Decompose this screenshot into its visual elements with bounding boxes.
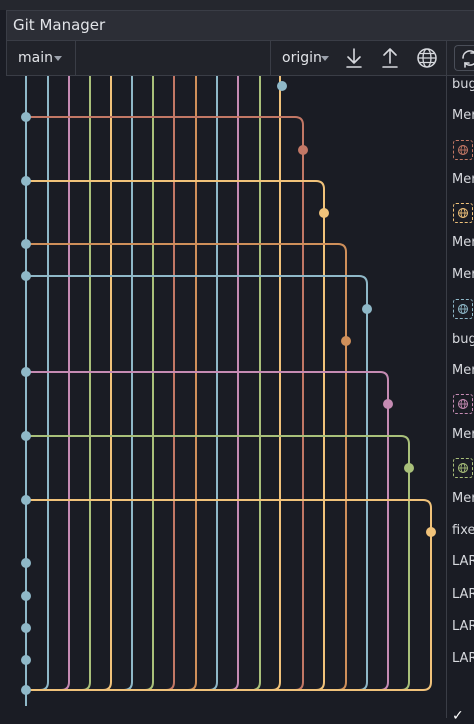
commit-message[interactable]: Merge <box>452 235 474 250</box>
commit-link-button[interactable] <box>453 140 473 160</box>
commit-message[interactable]: LAR <box>452 651 474 666</box>
commit-message[interactable]: Merge <box>452 427 474 442</box>
window-title: Git Manager <box>13 16 106 34</box>
chevron-down-icon <box>54 56 62 61</box>
merge-line <box>26 243 347 691</box>
commit-dot <box>298 145 308 155</box>
commit-dot <box>21 655 31 665</box>
commit-dot <box>277 81 287 91</box>
commit-dot <box>21 239 31 249</box>
title-bar: Git Manager <box>6 10 474 40</box>
push-button[interactable] <box>378 46 402 70</box>
fetch-button[interactable] <box>342 46 366 70</box>
commit-dot <box>21 112 31 122</box>
commit-dot <box>21 591 31 601</box>
commit-graph <box>21 76 436 706</box>
commit-message[interactable]: bugfix <box>452 332 474 347</box>
merge-line <box>26 499 432 691</box>
branch-dropdown-label: main <box>18 50 53 66</box>
chevron-down-icon <box>321 56 329 61</box>
branch-line <box>26 76 261 691</box>
commit-message[interactable]: fixed <box>452 523 474 538</box>
commit-dot <box>21 495 31 505</box>
commit-dot <box>362 304 372 314</box>
panel-divider <box>446 40 447 718</box>
commit-dot <box>426 527 436 537</box>
commit-message[interactable]: LAR <box>452 554 474 569</box>
globe-icon <box>458 304 468 314</box>
commit-dot <box>319 208 329 218</box>
commit-dot <box>21 176 31 186</box>
globe-icon <box>417 48 437 68</box>
remote-dropdown[interactable]: origin <box>270 41 333 75</box>
commit-message[interactable]: Merge <box>452 491 474 506</box>
globe-icon <box>458 463 468 473</box>
commit-dot <box>21 271 31 281</box>
arrow-up-icon <box>382 48 398 68</box>
commit-dot <box>21 558 31 568</box>
branch-line <box>26 76 218 691</box>
branch-line <box>26 76 133 691</box>
globe-icon <box>458 145 468 155</box>
check-icon: ✓ <box>452 708 464 724</box>
globe-icon <box>458 399 468 409</box>
commit-dot <box>21 431 31 441</box>
toolbar: main origin <box>6 40 474 76</box>
refresh-icon <box>462 50 474 68</box>
branch-dropdown[interactable]: main <box>7 41 76 75</box>
commit-message[interactable]: LAR <box>452 587 474 602</box>
commit-link-button[interactable] <box>453 299 473 319</box>
commit-dot <box>21 623 31 633</box>
arrow-down-icon <box>346 48 362 68</box>
commit-message[interactable]: Merge <box>452 172 474 187</box>
globe-icon <box>458 208 468 218</box>
commit-link-button[interactable] <box>453 394 473 414</box>
commit-message[interactable]: Merge <box>452 108 474 123</box>
remote-dropdown-label: origin <box>282 50 322 66</box>
commit-dot <box>21 685 31 695</box>
top-strip <box>0 0 474 10</box>
commit-message[interactable]: Merge <box>452 267 474 282</box>
commit-dot <box>404 463 414 473</box>
refresh-button[interactable] <box>454 45 474 71</box>
commit-link-button[interactable] <box>453 458 473 478</box>
commit-dot <box>341 336 351 346</box>
commit-message[interactable]: LAR <box>452 619 474 634</box>
commit-dot <box>21 367 31 377</box>
commit-link-button[interactable] <box>453 203 473 223</box>
commit-dot <box>383 399 393 409</box>
open-web-button[interactable] <box>415 46 439 70</box>
commit-message[interactable]: bugfix <box>452 77 474 92</box>
merge-line <box>26 116 304 691</box>
branch-line <box>26 76 91 691</box>
merge-line <box>26 371 389 691</box>
commit-message[interactable]: Merge <box>452 363 474 378</box>
